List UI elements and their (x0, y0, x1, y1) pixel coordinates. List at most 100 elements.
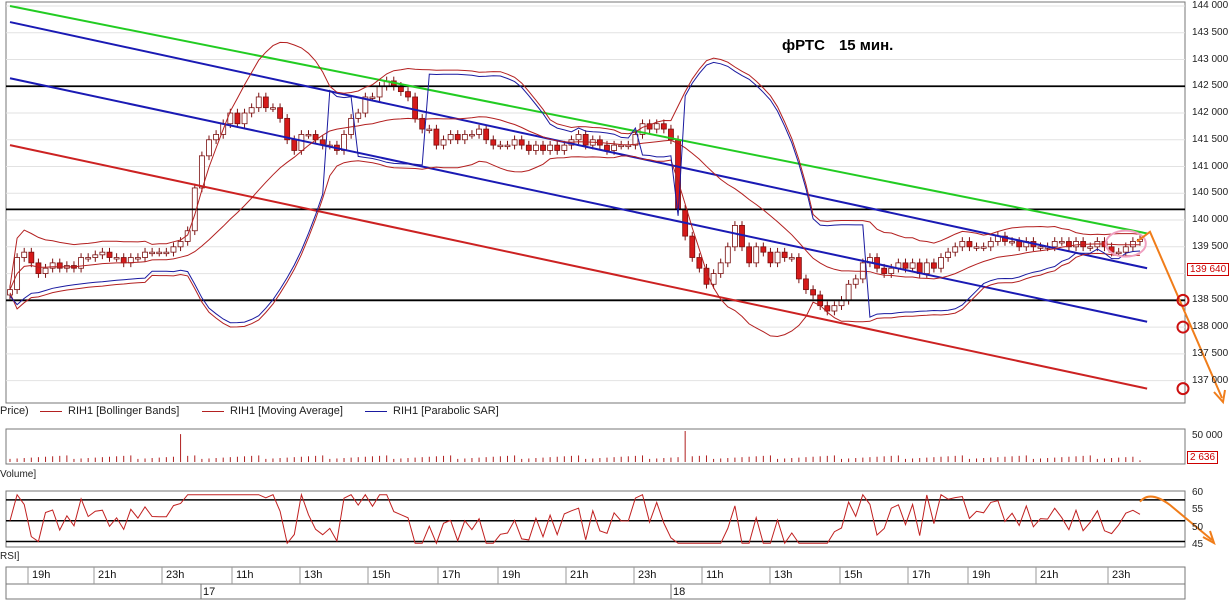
price-axis-tick: 138 500 (1192, 294, 1229, 306)
target-circle (1176, 382, 1190, 396)
time-axis-tick: 23h (638, 569, 657, 581)
legend-swatch (202, 410, 224, 412)
candle-body (355, 112, 362, 119)
legend-price: Price) (0, 405, 29, 417)
candle-body (362, 96, 369, 114)
price-axis-tick: 141 500 (1192, 133, 1229, 145)
forecast-arrowhead (1213, 389, 1226, 405)
time-axis-tick: 19h (32, 569, 51, 581)
candle-body (1037, 246, 1044, 249)
candle-body (142, 251, 148, 258)
time-axis-tick: 13h (774, 569, 793, 581)
rsi-axis-tick: 60 (1192, 487, 1204, 498)
candle-body (305, 134, 312, 137)
trend-channel-line (9, 144, 1148, 390)
axis-layer (27, 567, 1109, 599)
candle-body (930, 262, 937, 269)
candle-body (632, 134, 639, 146)
last-volume-marker: 2 636 (1187, 451, 1219, 464)
candle-body (1087, 246, 1094, 249)
chart-title: фРТС 15 мин. (782, 37, 907, 54)
candle-body (810, 289, 816, 296)
candle-body (1115, 251, 1122, 255)
candle-body (653, 123, 660, 130)
price-axis-tick: 139 500 (1192, 240, 1229, 252)
price-axis-tick: 140 000 (1192, 214, 1229, 226)
overlay-layer (6, 5, 1226, 405)
candle-body (433, 128, 440, 146)
candle-body (732, 225, 738, 248)
day-axis-tick: 18 (673, 586, 686, 598)
price-axis-tick: 143 000 (1192, 53, 1229, 65)
candle-body (952, 246, 959, 253)
highlight-ellipse (1104, 229, 1147, 258)
time-axis-tick: 17h (442, 569, 461, 581)
candle-body (760, 246, 767, 253)
candle-body (497, 144, 504, 148)
candle-body (824, 305, 831, 312)
candle-body (461, 134, 468, 141)
candle-body (788, 257, 795, 260)
candle-body (611, 144, 617, 151)
candle-body (959, 241, 966, 248)
candle-body (575, 134, 582, 141)
trend-channel-line (9, 21, 1148, 270)
candle-body (120, 257, 127, 264)
candle-body (177, 241, 184, 248)
time-axis-frame (5, 566, 1186, 600)
candle-body (753, 246, 760, 264)
volume-axis-tick: 50 000 (1192, 430, 1223, 441)
volume-panel-label: Volume] (0, 469, 37, 480)
moving-average-line (9, 116, 1141, 290)
bollinger-lower-band (9, 155, 1141, 338)
candle-body (1122, 246, 1129, 253)
candle-body (405, 91, 411, 98)
candle-body (291, 139, 298, 151)
volume-panel-frame (5, 428, 1186, 465)
candle-body (270, 107, 276, 110)
candle-body (284, 117, 291, 141)
trend-channel-line (9, 77, 1148, 323)
candle-body (341, 134, 347, 151)
candle-body (973, 246, 980, 249)
candle-body (518, 139, 525, 146)
legend-item-moving-average: RIH1 [Moving Average] (202, 405, 343, 417)
candle-body (945, 251, 952, 258)
candle-body (298, 134, 305, 151)
candle-body (483, 128, 490, 141)
candle-body (92, 254, 99, 258)
candle-body (234, 112, 241, 125)
candle-body (604, 144, 610, 151)
candle-body (724, 246, 731, 264)
legend-swatch (365, 410, 387, 412)
legend-swatch (40, 410, 62, 412)
price-layer (7, 76, 1143, 316)
candle-body (504, 144, 511, 148)
candle-body (902, 262, 909, 269)
candle-body (7, 289, 13, 296)
candle-body (1129, 241, 1136, 248)
candle-body (767, 251, 774, 264)
price-axis-tick: 137 000 (1192, 374, 1229, 386)
candle-body (1073, 241, 1079, 248)
price-axis-tick: 137 500 (1192, 347, 1229, 359)
target-circle (1176, 320, 1190, 334)
candle-body (710, 273, 717, 285)
time-axis-tick: 21h (98, 569, 117, 581)
candle-body (262, 96, 269, 109)
candle-body (696, 257, 703, 269)
legend-item-bollinger: RIH1 [Bollinger Bands] (40, 405, 179, 417)
candle-body (56, 262, 63, 269)
candle-body (35, 262, 42, 274)
candle-body (923, 262, 930, 274)
candle-body (255, 96, 262, 109)
candle-body (554, 144, 561, 151)
candle-body (888, 267, 895, 274)
candle-body (881, 267, 888, 274)
candle-body (476, 128, 482, 135)
forecast-arrow (1136, 230, 1223, 399)
candle-body (1066, 241, 1072, 248)
legend-label: RIH1 [Moving Average] (230, 405, 343, 417)
candle-body (533, 144, 539, 151)
price-axis-tick: 138 000 (1192, 321, 1229, 333)
